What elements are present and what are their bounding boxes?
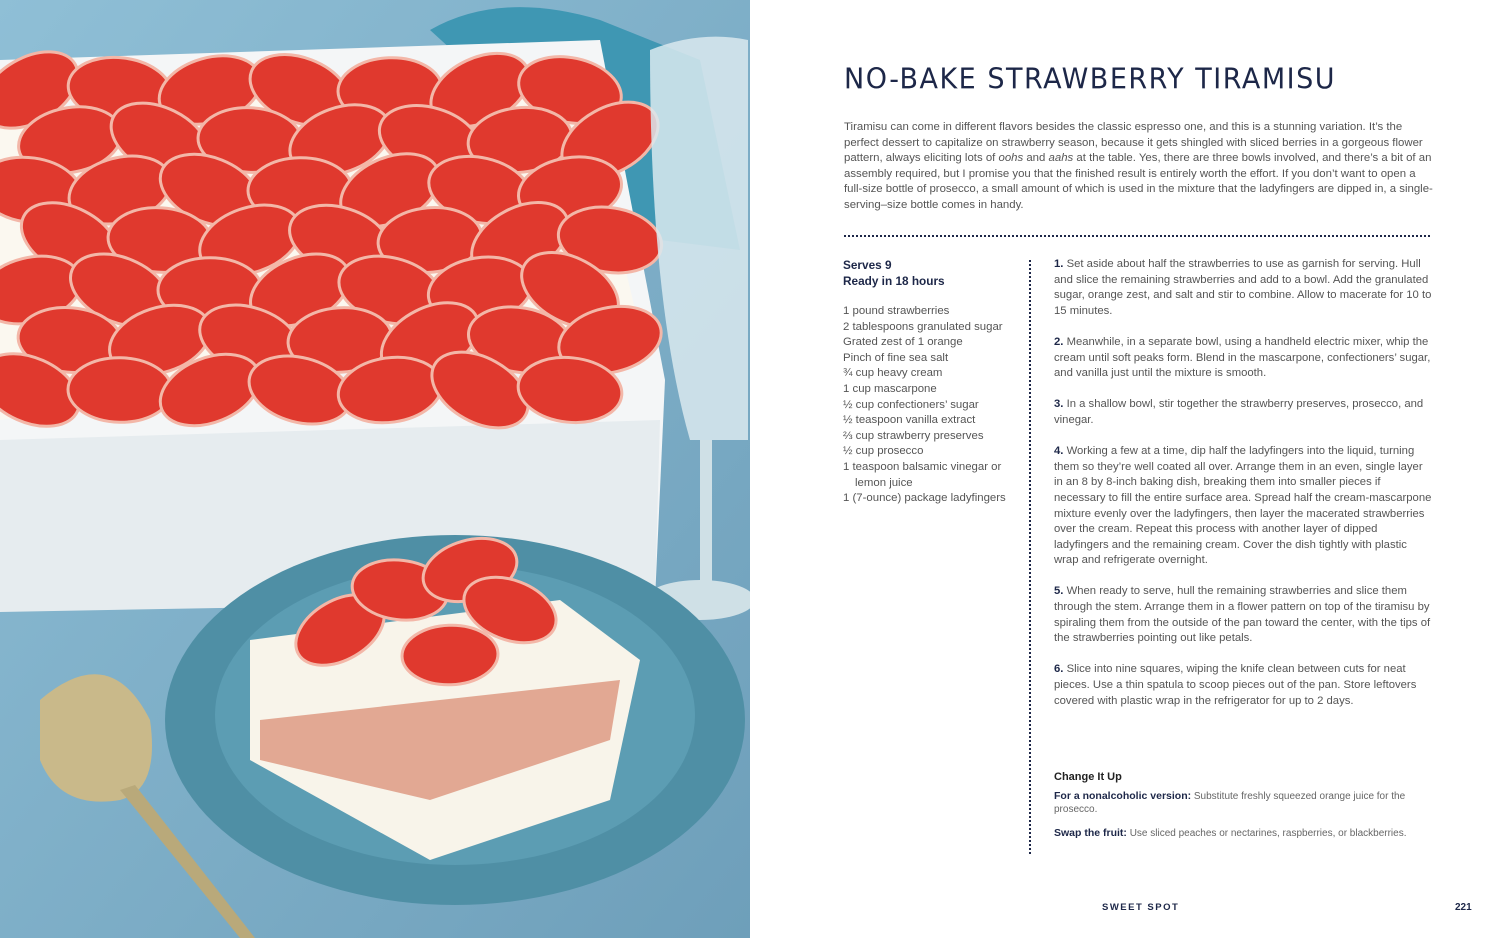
step: 2. Meanwhile, in a separate bowl, using … bbox=[1054, 335, 1432, 382]
section-name: SWEET SPOT bbox=[1102, 902, 1180, 913]
glass-stem bbox=[700, 440, 712, 590]
ingredient: ⅔ cup strawberry preserves bbox=[843, 429, 984, 442]
page-number: 221 bbox=[1455, 902, 1472, 913]
step-number: 6. bbox=[1054, 663, 1064, 676]
step-text: When ready to serve, hull the remaining … bbox=[1054, 585, 1431, 645]
ingredient: 1 cup mascarpone bbox=[843, 382, 937, 395]
tiramisu-photo bbox=[0, 0, 750, 938]
strawberry-slice bbox=[430, 350, 530, 430]
step-number: 3. bbox=[1054, 398, 1064, 411]
change-it-up: Change It Up For a nonalcoholic version:… bbox=[1054, 771, 1434, 851]
ingredient: Grated zest of 1 orange bbox=[843, 336, 963, 349]
change-it-up-heading: Change It Up bbox=[1054, 771, 1122, 783]
step-text: Meanwhile, in a separate bowl, using a h… bbox=[1054, 335, 1431, 380]
step-number: 2. bbox=[1054, 335, 1064, 348]
step-number: 1. bbox=[1054, 258, 1064, 270]
recipe-meta: Serves 9 Ready in 18 hours bbox=[843, 257, 945, 289]
step-number: 5. bbox=[1054, 585, 1064, 598]
ingredient: 2 tablespoons granulated sugar bbox=[843, 320, 1003, 333]
strawberry-slice bbox=[462, 575, 558, 645]
strawberry-slice bbox=[516, 355, 624, 425]
dotted-column-divider bbox=[1029, 260, 1031, 854]
step: 4. Working a few at a time, dip half the… bbox=[1054, 444, 1432, 569]
ingredient: ½ teaspoon vanilla extract bbox=[843, 414, 976, 427]
step: 1. Set aside about half the strawberries… bbox=[1054, 257, 1432, 319]
step: 5. When ready to serve, hull the remaini… bbox=[1054, 584, 1432, 646]
recipe-intro: Tiramisu can come in different flavors b… bbox=[844, 121, 1433, 211]
prosecco-glass bbox=[650, 36, 748, 441]
serves: Serves 9 bbox=[843, 258, 892, 272]
ingredients-list: 1 pound strawberries 2 tablespoons granul… bbox=[843, 304, 1023, 507]
ingredient: 1 pound strawberries bbox=[843, 305, 950, 317]
steps-list: 1. Set aside about half the strawberries… bbox=[1054, 257, 1432, 725]
strawberry-slice bbox=[66, 356, 174, 424]
ingredient: 1 (7-ounce) package ladyfingers bbox=[843, 492, 1006, 505]
spoon-handle bbox=[120, 785, 255, 938]
ingredient: 1 teaspoon balsamic vinegar or lemon jui… bbox=[843, 460, 1002, 489]
ready-time: Ready in 18 hours bbox=[843, 274, 945, 288]
step-text: Working a few at a time, dip half the la… bbox=[1054, 445, 1432, 567]
spoon-bowl bbox=[40, 674, 152, 802]
step-number: 4. bbox=[1054, 445, 1064, 458]
recipe-page: NO-BAKE STRAWBERRY TIRAMISU Tiramisu can… bbox=[750, 0, 1500, 938]
strawberry-slice bbox=[557, 304, 663, 376]
ingredient: Pinch of fine sea salt bbox=[843, 351, 949, 364]
slice-strawberries bbox=[294, 536, 558, 687]
recipe-title: NO-BAKE STRAWBERRY TIRAMISU bbox=[844, 63, 1337, 96]
strawberry-slice bbox=[400, 623, 500, 687]
step: 3. In a shallow bowl, stir together the … bbox=[1054, 397, 1432, 428]
step-text: Slice into nine squares, wiping the knif… bbox=[1054, 663, 1417, 707]
strawberry-slice bbox=[0, 352, 81, 428]
dotted-divider bbox=[844, 235, 1430, 237]
step-text: Set aside about half the strawberries to… bbox=[1054, 258, 1432, 317]
step-text: In a shallow bowl, stir together the str… bbox=[1054, 398, 1424, 426]
variation: For a nonalcoholic version: Substitute f… bbox=[1054, 790, 1406, 815]
dish-strawberries bbox=[0, 50, 664, 430]
variation: Swap the fruit: Use sliced peaches or ne… bbox=[1054, 827, 1407, 839]
ingredient: ½ cup prosecco bbox=[843, 445, 924, 458]
ingredient: ½ cup confectioners’ sugar bbox=[843, 398, 979, 411]
step: 6. Slice into nine squares, wiping the k… bbox=[1054, 662, 1432, 709]
ingredient: ¾ cup heavy cream bbox=[843, 367, 943, 380]
